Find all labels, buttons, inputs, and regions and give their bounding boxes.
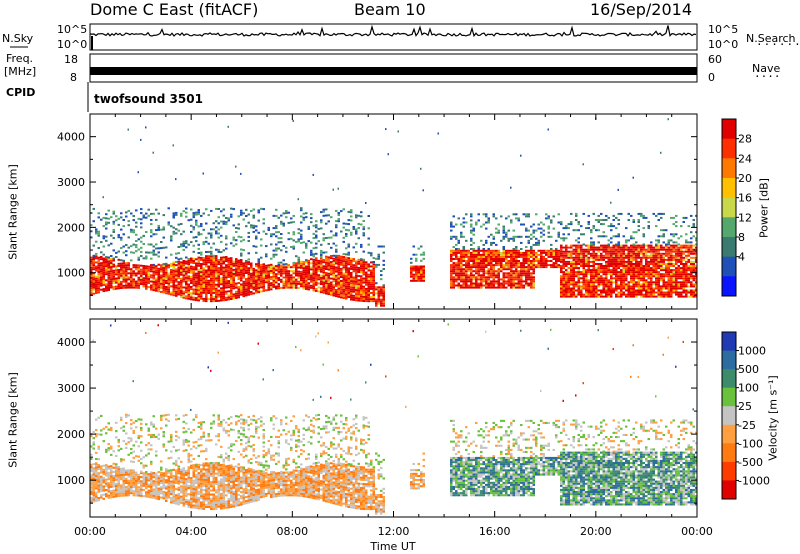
- parameter-strips: [10, 23, 698, 112]
- nsearch-label: N.Search: [746, 32, 796, 45]
- power-colorbar-label: Power [dB]: [757, 178, 771, 238]
- ytick-label: 3000: [57, 382, 85, 395]
- time-axis-label: Time UT: [370, 540, 416, 553]
- colorbar-segment: [722, 276, 736, 297]
- xtick-label: 04:00: [175, 525, 207, 538]
- nave-dots: ····: [754, 70, 781, 83]
- colorbar-segment: [722, 350, 736, 370]
- beam-title: Beam 10: [354, 0, 426, 19]
- ytick-label: 1000: [57, 267, 85, 280]
- colorbar-segment: [722, 406, 736, 426]
- colorbar-tick-label: 100: [738, 382, 759, 395]
- colorbar-segment: [722, 138, 736, 159]
- ytick-label: 4000: [57, 336, 85, 349]
- time-axis: 00:00 04:00 08:00 12:00 16:00 20:00 00:00: [74, 525, 713, 538]
- freq-band: [90, 67, 697, 75]
- velocity-ylabel: Slant Range [km]: [6, 372, 20, 468]
- colorbar-segment: [722, 461, 736, 481]
- nsky-tick-bottom: 10^0: [57, 38, 88, 51]
- colorbar-tick-label: -1000: [738, 474, 770, 487]
- xtick-label: 20:00: [580, 525, 612, 538]
- xtick-label: 00:00: [74, 525, 106, 538]
- freq-label: Freq.: [6, 52, 34, 65]
- ytick-label: 1000: [57, 474, 85, 487]
- colorbar-tick-label: 28: [738, 133, 752, 146]
- colorbar-tick-label: -100: [738, 437, 763, 450]
- colorbar-segment: [722, 237, 736, 258]
- ytick-label: 3000: [57, 176, 85, 189]
- colorbar-segment: [722, 217, 736, 238]
- freq-tick-bottom: 8: [70, 71, 77, 84]
- ytick-label: 2000: [57, 428, 85, 441]
- nave-tick-top: 60: [708, 53, 722, 66]
- date-title: 16/Sep/2014: [590, 0, 693, 19]
- colorbar-segment: [722, 443, 736, 463]
- nsky-tick-top: 10^5: [57, 23, 88, 36]
- xtick-label: 08:00: [276, 525, 308, 538]
- xtick-label: 16:00: [479, 525, 511, 538]
- colorbar-segment: [722, 256, 736, 277]
- colorbar-tick-label: 12: [738, 211, 752, 224]
- heatmap-cells: [90, 321, 698, 515]
- colorbar-segment: [722, 178, 736, 199]
- colorbar-segment: [722, 119, 736, 140]
- cpid-label: CPID: [6, 86, 36, 99]
- power-ylabel: Slant Range [km]: [6, 164, 20, 260]
- ytick-label: 4000: [57, 131, 85, 144]
- power-panel: 1000 2000 3000 4000 28 24 20 16 12 8 4: [57, 113, 752, 310]
- colorbar-frame: [721, 331, 737, 500]
- colorbar-tick-label: 8: [738, 231, 745, 244]
- freq-unit-label: [MHz]: [4, 65, 37, 78]
- colorbar-segment: [722, 387, 736, 407]
- colorbar-tick-label: -500: [738, 456, 763, 469]
- nave-tick-bottom: 0: [708, 71, 715, 84]
- xtick-label: 12:00: [378, 525, 410, 538]
- nave-label: Nave: [752, 62, 781, 75]
- nsky-label: N.Sky: [2, 32, 34, 45]
- colorbar-tick-label: 24: [738, 152, 752, 165]
- freq-tick-top: 18: [64, 53, 78, 66]
- colorbar-tick-label: 4: [738, 251, 745, 264]
- nsearch-dots: ·······: [756, 38, 800, 51]
- colorbar-frame: [721, 118, 737, 297]
- velocity-panel: 1000 2000 3000 4000 1000 500 100 25 -25 -100 -500 -…: [57, 318, 770, 518]
- colorbar-segment: [722, 369, 736, 389]
- nsearch-tick-top: 10^5: [708, 23, 739, 36]
- station-title: Dome C East (fitACF): [90, 0, 259, 19]
- colorbar-segment: [722, 332, 736, 352]
- colorbar-tick-label: 25: [738, 400, 752, 413]
- cpid-value: twofsound 3501: [94, 92, 203, 106]
- colorbar-tick-label: 20: [738, 172, 752, 185]
- colorbar-segment: [722, 480, 736, 500]
- nsky-trace: [89, 24, 697, 38]
- colorbar-tick-label: 16: [738, 192, 752, 205]
- colorbar-segment: [722, 197, 736, 218]
- velocity-colorbar-label: Velocity [m s⁻¹]: [766, 375, 780, 461]
- heatmap-cells: [90, 117, 698, 307]
- nsky-strip-frame: [89, 23, 698, 51]
- colorbar-segment: [722, 424, 736, 444]
- nsearch-tick-bottom: 10^0: [708, 38, 739, 51]
- colorbar-tick-label: 500: [738, 363, 759, 376]
- colorbar-segment: [722, 158, 736, 179]
- colorbar-tick-label: -25: [738, 419, 756, 432]
- ytick-label: 2000: [57, 221, 85, 234]
- colorbar-tick-label: 1000: [738, 345, 766, 358]
- xtick-label: 00:00: [681, 525, 713, 538]
